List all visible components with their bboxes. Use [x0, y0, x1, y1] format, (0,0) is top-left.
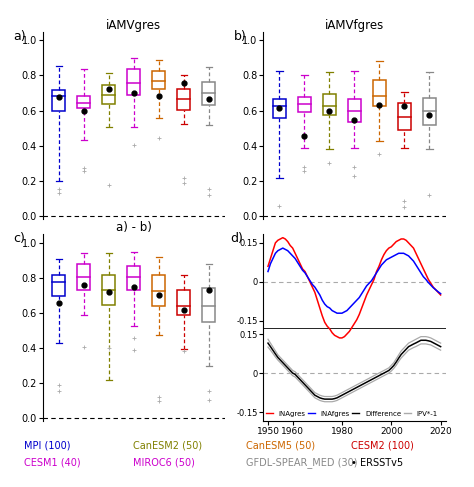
Text: CanESM2 (50): CanESM2 (50): [133, 440, 202, 450]
Bar: [128, 69, 140, 95]
Bar: [348, 99, 361, 122]
Bar: [423, 98, 436, 125]
Bar: [373, 80, 386, 106]
Text: a): a): [13, 30, 26, 43]
Text: MPI (100): MPI (100): [24, 440, 70, 450]
Bar: [77, 264, 91, 290]
Text: CESM2 (100): CESM2 (100): [351, 440, 414, 450]
Text: c): c): [13, 232, 25, 245]
Bar: [298, 97, 311, 112]
Bar: [177, 290, 191, 315]
Text: MIROC6 (50): MIROC6 (50): [133, 457, 195, 468]
Bar: [53, 275, 65, 296]
Bar: [202, 288, 215, 322]
Bar: [153, 275, 165, 306]
Bar: [323, 94, 336, 115]
Bar: [202, 82, 215, 105]
Bar: [77, 95, 91, 108]
Text: CanESM5 (50): CanESM5 (50): [246, 440, 316, 450]
Title: iAMVfgres: iAMVfgres: [325, 19, 384, 32]
Bar: [177, 89, 191, 110]
Bar: [102, 275, 115, 305]
Text: CESM1 (40): CESM1 (40): [24, 457, 80, 468]
Text: b): b): [234, 30, 246, 43]
Text: GFDL-SPEAR_MED (30): GFDL-SPEAR_MED (30): [246, 457, 358, 468]
Bar: [398, 103, 411, 130]
Title: a) - b): a) - b): [116, 221, 152, 234]
Legend: iNAgres, iNAfgres, Difference, IPV*-1: iNAgres, iNAfgres, Difference, IPV*-1: [263, 408, 440, 420]
Bar: [273, 99, 286, 118]
Title: iAMVgres: iAMVgres: [106, 19, 162, 32]
Text: • ERSSTv5: • ERSSTv5: [351, 457, 403, 468]
Bar: [128, 266, 140, 290]
Text: d): d): [230, 232, 243, 245]
Bar: [53, 91, 65, 111]
Bar: [153, 71, 165, 89]
Bar: [102, 85, 115, 104]
